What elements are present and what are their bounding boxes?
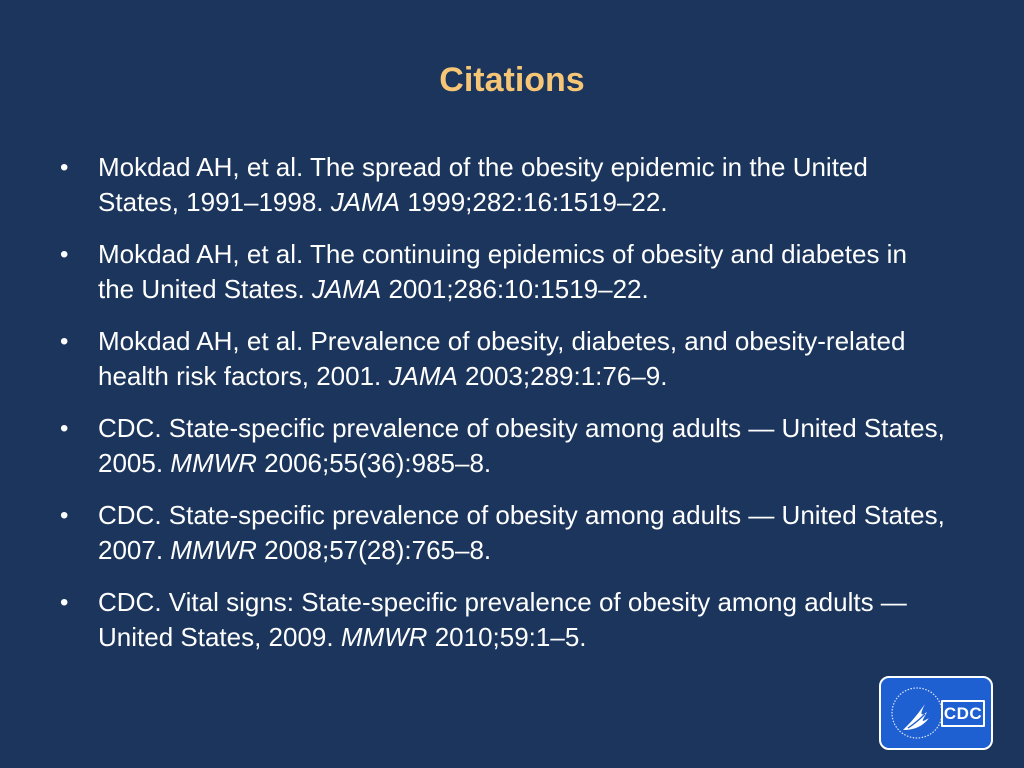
citation-item: • CDC. State-specific prevalence of obesi… — [58, 411, 948, 481]
citation-text: CDC. State-specific prevalence of obesit… — [98, 413, 945, 478]
citation-item: • Mokdad AH, et al. The continuing epidem… — [58, 237, 948, 307]
bullet-icon: • — [60, 589, 69, 616]
bullet-icon: • — [60, 415, 69, 442]
citation-text: Mokdad AH, et al. The spread of the obes… — [98, 152, 868, 217]
citation-journal: MMWR — [170, 448, 257, 478]
slide-title: Citations — [439, 61, 585, 99]
citation-reference: 2001;286:10:1519–22. — [381, 274, 649, 304]
hhs-eagle-icon — [891, 687, 985, 739]
citation-item: • CDC. State-specific prevalence of obesi… — [58, 498, 948, 568]
citation-text: CDC. State-specific prevalence of obesit… — [98, 500, 945, 565]
citation-reference: 2003;289:1:76–9. — [457, 361, 668, 391]
citation-journal: JAMA — [330, 187, 401, 217]
citation-journal: MMWR — [340, 622, 428, 652]
cdc-logo: CDC — [879, 676, 993, 750]
cdc-logo-text: CDC — [943, 704, 983, 723]
citation-text: CDC. Vital signs: State-specific prevale… — [98, 587, 907, 652]
citation-reference: 2006;55(36):985–8. — [256, 448, 492, 478]
citation-item: • Mokdad AH, et al. The spread of the obe… — [58, 150, 948, 220]
citation-item: • Mokdad AH, et al. Prevalence of obesity… — [58, 324, 948, 394]
citation-item: • CDC. Vital signs: State-specific preval… — [58, 585, 948, 655]
citation-text: Mokdad AH, et al. Prevalence of obesity,… — [98, 326, 906, 391]
bullet-icon: • — [60, 328, 69, 355]
citation-reference: 2010;59:1–5. — [427, 622, 587, 652]
citation-reference: 1999;282:16:1519–22. — [400, 187, 668, 217]
citation-journal: JAMA — [388, 361, 458, 391]
bullet-icon: • — [60, 502, 69, 529]
bullet-icon: • — [60, 241, 69, 268]
citation-list: • Mokdad AH, et al. The spread of the obe… — [58, 150, 948, 672]
citation-journal: JAMA — [311, 274, 382, 304]
citation-reference: 2008;57(28):765–8. — [256, 535, 492, 565]
citation-journal: MMWR — [170, 535, 257, 565]
citation-text: Mokdad AH, et al. The continuing epidemi… — [98, 239, 907, 304]
bullet-icon: • — [60, 154, 69, 181]
